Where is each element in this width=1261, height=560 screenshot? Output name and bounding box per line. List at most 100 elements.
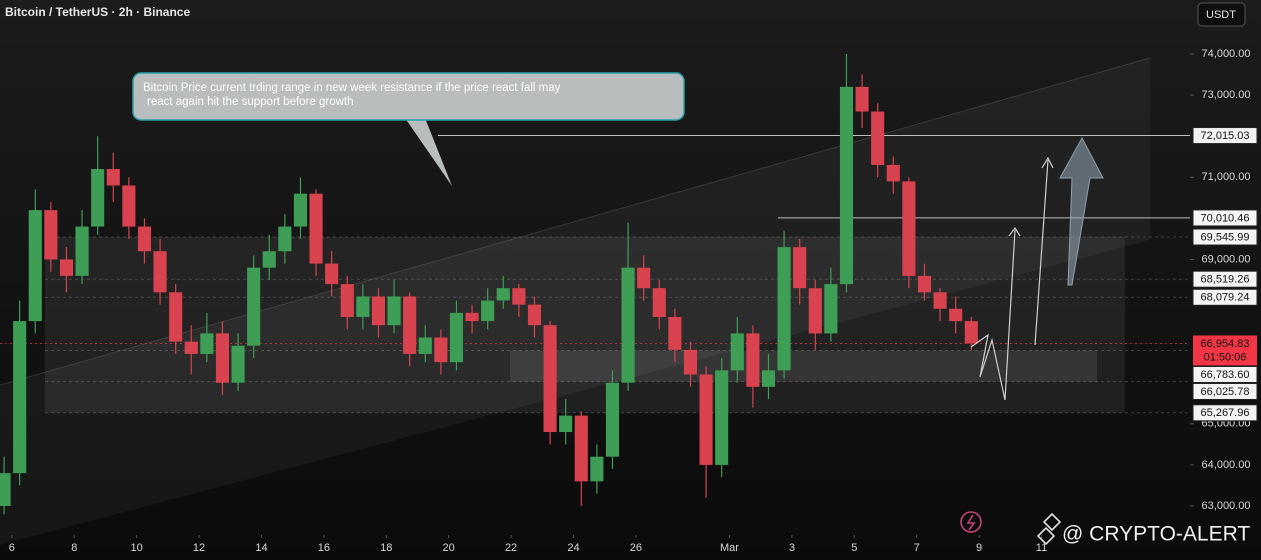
countdown: 01:50:06 — [1204, 351, 1247, 363]
candle-body — [683, 349, 698, 375]
level-label: 72,015.03 — [1201, 130, 1250, 142]
currency-label: USDT — [1206, 9, 1236, 21]
candle-body — [761, 370, 776, 387]
candle-body — [481, 300, 495, 322]
x-tick-label: 3 — [789, 542, 795, 554]
x-tick-label: 20 — [443, 542, 455, 554]
candle-body — [917, 275, 932, 293]
candle-body — [309, 193, 323, 264]
level-label: 68,079.24 — [1201, 292, 1250, 304]
big-arrow — [1059, 136, 1104, 286]
candle-body — [200, 333, 214, 354]
candle-body — [44, 210, 58, 260]
x-tick-label: 7 — [914, 542, 920, 554]
y-tick-label: 69,000.00 — [1202, 253, 1251, 265]
x-tick-label: 14 — [255, 542, 267, 554]
candle-body — [465, 312, 479, 322]
callout-text: react again hit the support before growt… — [147, 96, 354, 108]
price-zone — [510, 350, 1097, 382]
candle-body — [793, 247, 807, 289]
callout-box — [132, 72, 685, 121]
candle-body — [543, 325, 557, 433]
candle-body — [215, 333, 230, 383]
candle-body — [574, 415, 588, 482]
projection-path — [1034, 159, 1049, 346]
level-label: 68,519.26 — [1201, 274, 1250, 286]
level-label: 69,545.99 — [1201, 231, 1250, 243]
y-tick-label: 71,000.00 — [1202, 171, 1251, 183]
y-tick-label: 64,000.00 — [1202, 459, 1251, 471]
level-tag — [1192, 365, 1258, 383]
candle-body — [964, 321, 978, 344]
candle-body — [590, 456, 604, 482]
candle-body — [621, 267, 635, 383]
candle-body — [434, 337, 448, 363]
candle-body — [777, 247, 791, 371]
candle-body — [153, 251, 167, 293]
level-label: 65,267.96 — [1201, 407, 1250, 419]
x-tick-label: 22 — [505, 542, 517, 554]
y-tick-label: 74,000.00 — [1202, 48, 1251, 60]
level-tag — [1192, 404, 1258, 422]
y-tick-label: 63,000.00 — [1202, 500, 1251, 512]
watermark: @ CRYPTO-ALERT — [960, 511, 1250, 546]
watermark-icon — [1036, 526, 1056, 546]
alert-icon — [966, 514, 976, 531]
level-tag — [1192, 228, 1258, 246]
candle-body — [839, 86, 854, 285]
x-tick-label: 18 — [380, 542, 392, 554]
channel — [0, 58, 1150, 545]
candle-body — [808, 288, 822, 334]
candle-body — [293, 193, 308, 227]
level-tag — [1192, 382, 1258, 400]
candle-body — [340, 284, 354, 317]
candle-body — [949, 308, 963, 322]
x-tick-label: 26 — [630, 542, 642, 554]
candle-body — [184, 341, 198, 354]
candle-body — [137, 226, 152, 252]
candle-body — [122, 185, 136, 227]
candle-body — [59, 259, 74, 276]
candle-body — [605, 382, 620, 457]
level-label: 70,010.46 — [1201, 212, 1250, 224]
projection-path — [970, 229, 1016, 401]
candle-body — [871, 111, 885, 165]
candle-body — [855, 86, 869, 112]
x-tick-label: Mar — [720, 542, 739, 554]
price-zone — [45, 237, 1125, 413]
callout-text: Bitcoin Price current trding range in ne… — [143, 82, 561, 94]
candle-body — [356, 296, 370, 317]
candle-body — [262, 251, 276, 268]
x-tick-label: 12 — [193, 542, 205, 554]
candle-body — [668, 316, 682, 350]
level-tag — [1192, 127, 1258, 145]
x-tick-label: 9 — [976, 542, 982, 554]
candle-body — [512, 288, 526, 305]
x-tick-label: 6 — [9, 542, 15, 554]
candle-body — [13, 321, 27, 474]
candle-body — [247, 267, 261, 346]
x-tick-label: 8 — [71, 542, 77, 554]
candle-body — [496, 288, 510, 301]
candle-body — [387, 296, 401, 326]
candle-body — [449, 312, 464, 363]
arrow-head — [1041, 156, 1054, 169]
chart-title: Bitcoin / TetherUS · 2h · Binance — [5, 5, 190, 19]
candle-body — [699, 374, 713, 465]
candle-body — [746, 333, 760, 387]
level-tag — [1192, 270, 1258, 288]
candle-body — [325, 263, 339, 285]
level-label: 66,783.60 — [1201, 369, 1250, 381]
candle-body — [91, 169, 105, 227]
candle-body — [933, 292, 947, 309]
watermark-icon — [1042, 512, 1062, 532]
level-tag — [1192, 209, 1258, 227]
candle-body — [403, 296, 417, 354]
candle-body — [824, 284, 838, 334]
alert-icon — [960, 511, 982, 533]
currency-button[interactable] — [1197, 2, 1246, 27]
candle-body — [75, 226, 89, 276]
x-tick-label: 11 — [1036, 542, 1047, 554]
